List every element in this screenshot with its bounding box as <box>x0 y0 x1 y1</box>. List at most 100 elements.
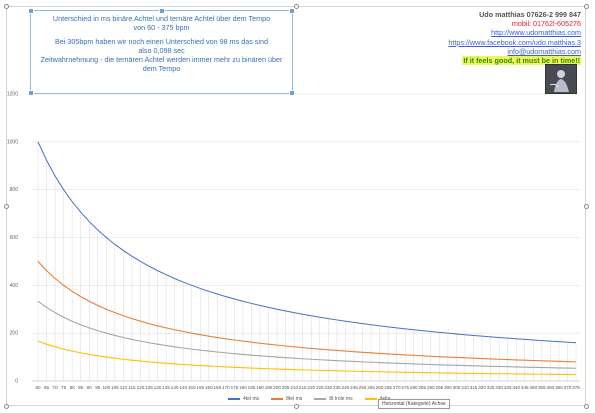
x-tick-label-35: 235 <box>333 385 341 390</box>
y-tick-label-0: 0 <box>15 379 18 385</box>
contact-web-link[interactable]: http://www.udomatthias.com <box>491 28 581 38</box>
x-tick-label-53: 325 <box>487 385 495 390</box>
x-tick-label-28: 200 <box>273 385 281 390</box>
x-tick-label-14: 130 <box>154 385 162 390</box>
x-tick-label-63: 375 <box>572 385 580 390</box>
x-tick-label-56: 340 <box>512 385 520 390</box>
resize-handle-bottom-center[interactable] <box>294 404 299 409</box>
x-tick-label-33: 225 <box>316 385 324 390</box>
contact-email-link[interactable]: info@udomatthias.com <box>507 46 581 56</box>
resize-handle-top-center[interactable] <box>294 4 299 9</box>
x-tick-label-13: 125 <box>145 385 153 390</box>
legend-label-3: 8t trole ms <box>329 396 353 402</box>
x-tick-label-0: 60 <box>35 385 41 390</box>
series-line-3 <box>37 300 577 369</box>
x-tick-label-47: 295 <box>436 385 444 390</box>
textbox-line-3: Bei 305bpm haben wir noch einen Untersch… <box>55 37 268 46</box>
x-tick-label-29: 205 <box>282 385 290 390</box>
textbox-line-2: von 60 - 375 bpm <box>133 23 190 32</box>
x-tick-label-11: 115 <box>128 385 136 390</box>
contact-facebook-link[interactable]: https://www.facebook.com/udo.matthias.3 <box>448 37 581 47</box>
x-tick-label-36: 240 <box>342 385 350 390</box>
legend-item-series-3: 8t trole ms <box>314 396 353 402</box>
y-tick-label-6: 1200 <box>7 92 18 98</box>
contact-block: Udo matthias 07626-2 999 847 mobil: 0176… <box>448 10 581 66</box>
textbox-line-1: Unterschied in ms binäre Achtel und tern… <box>52 14 271 23</box>
x-tick-label-37: 245 <box>350 385 358 390</box>
textbox-line-5: Zeitwahrnehmung - die ternären Achtel we… <box>40 55 283 64</box>
contact-name: Udo matthias 07626-2 999 847 <box>479 10 581 19</box>
x-tick-label-22: 170 <box>222 385 230 390</box>
x-tick-label-54: 330 <box>495 385 503 390</box>
x-tick-label-8: 100 <box>102 385 110 390</box>
textbox-line-6: dem Tempo <box>142 64 181 73</box>
contact-slogan: If it feels good, it must be in time!! <box>462 56 581 66</box>
x-tick-label-45: 285 <box>418 385 426 390</box>
x-tick-label-10: 110 <box>120 385 128 390</box>
x-tick-label-16: 140 <box>171 385 179 390</box>
x-tick-label-52: 320 <box>478 385 486 390</box>
x-tick-label-7: 95 <box>95 385 101 390</box>
x-tick-label-30: 210 <box>290 385 298 390</box>
x-tick-label-15: 135 <box>162 385 170 390</box>
x-tick-label-39: 255 <box>367 385 375 390</box>
x-tick-label-38: 250 <box>359 385 367 390</box>
x-tick-label-31: 215 <box>299 385 307 390</box>
x-tick-label-12: 120 <box>137 385 145 390</box>
contact-mobile: mobil: 01762l-605276 <box>511 19 581 29</box>
x-tick-label-46: 290 <box>427 385 435 390</box>
x-tick-label-21: 165 <box>213 385 221 390</box>
y-tick-label-5: 1000 <box>7 139 18 145</box>
x-tick-label-43: 275 <box>401 385 409 390</box>
x-tick-label-1: 65 <box>44 385 50 390</box>
textbox-line-4: also 0,098 sec <box>138 46 185 55</box>
x-tick-label-23: 175 <box>231 385 239 390</box>
legend-label-1: 4tel ms <box>243 396 260 402</box>
x-tick-label-41: 265 <box>384 385 392 390</box>
x-tick-label-50: 310 <box>461 385 469 390</box>
x-tick-label-27: 195 <box>265 385 273 390</box>
x-tick-label-62: 370 <box>564 385 572 390</box>
series-line-2 <box>37 261 577 363</box>
annotation-textbox[interactable]: Unterschied in ms binäre Achtel und tern… <box>28 8 295 96</box>
legend-swatch-3 <box>314 398 327 400</box>
x-tick-label-19: 155 <box>196 385 204 390</box>
x-tick-label-17: 145 <box>179 385 187 390</box>
resize-handle-top-right[interactable] <box>584 4 589 9</box>
x-tick-label-59: 355 <box>538 385 546 390</box>
y-tick-label-4: 800 <box>10 187 19 193</box>
resize-handle-bottom-left[interactable] <box>4 404 9 409</box>
y-tick-label-1: 200 <box>10 331 19 337</box>
x-tick-label-32: 220 <box>307 385 315 390</box>
x-tick-label-5: 85 <box>78 385 84 390</box>
x-tick-label-6: 90 <box>87 385 93 390</box>
x-tick-label-51: 315 <box>470 385 478 390</box>
x-tick-label-61: 365 <box>555 385 563 390</box>
x-tick-label-4: 80 <box>70 385 76 390</box>
x-tick-label-48: 300 <box>444 385 452 390</box>
logo-image <box>545 64 577 94</box>
x-tick-label-44: 280 <box>410 385 418 390</box>
resize-handle-mid-right[interactable] <box>584 204 589 209</box>
x-tick-label-40: 260 <box>376 385 384 390</box>
chart-legend: 4tel ms 8tel ms 8t trole ms delta <box>228 396 390 402</box>
x-tick-label-60: 360 <box>547 385 555 390</box>
x-tick-label-26: 190 <box>256 385 264 390</box>
x-tick-label-57: 345 <box>521 385 529 390</box>
legend-swatch-4 <box>364 398 377 400</box>
legend-item-series-1: 4tel ms <box>228 396 259 402</box>
legend-label-2: 8tel ms <box>286 396 303 402</box>
x-tick-label-2: 70 <box>53 385 59 390</box>
series-line-1 <box>37 141 577 344</box>
x-tick-label-42: 270 <box>393 385 401 390</box>
x-tick-label-55: 335 <box>504 385 512 390</box>
x-tick-label-58: 350 <box>529 385 537 390</box>
x-tick-label-18: 150 <box>188 385 196 390</box>
axis-tooltip: Horizontal (Kategorie) Achse <box>378 399 450 409</box>
x-tick-label-24: 180 <box>239 385 247 390</box>
resize-handle-mid-left[interactable] <box>4 204 9 209</box>
resize-handle-bottom-right[interactable] <box>584 404 589 409</box>
resize-handle-top-left[interactable] <box>4 4 9 9</box>
y-tick-label-3: 600 <box>10 235 19 241</box>
